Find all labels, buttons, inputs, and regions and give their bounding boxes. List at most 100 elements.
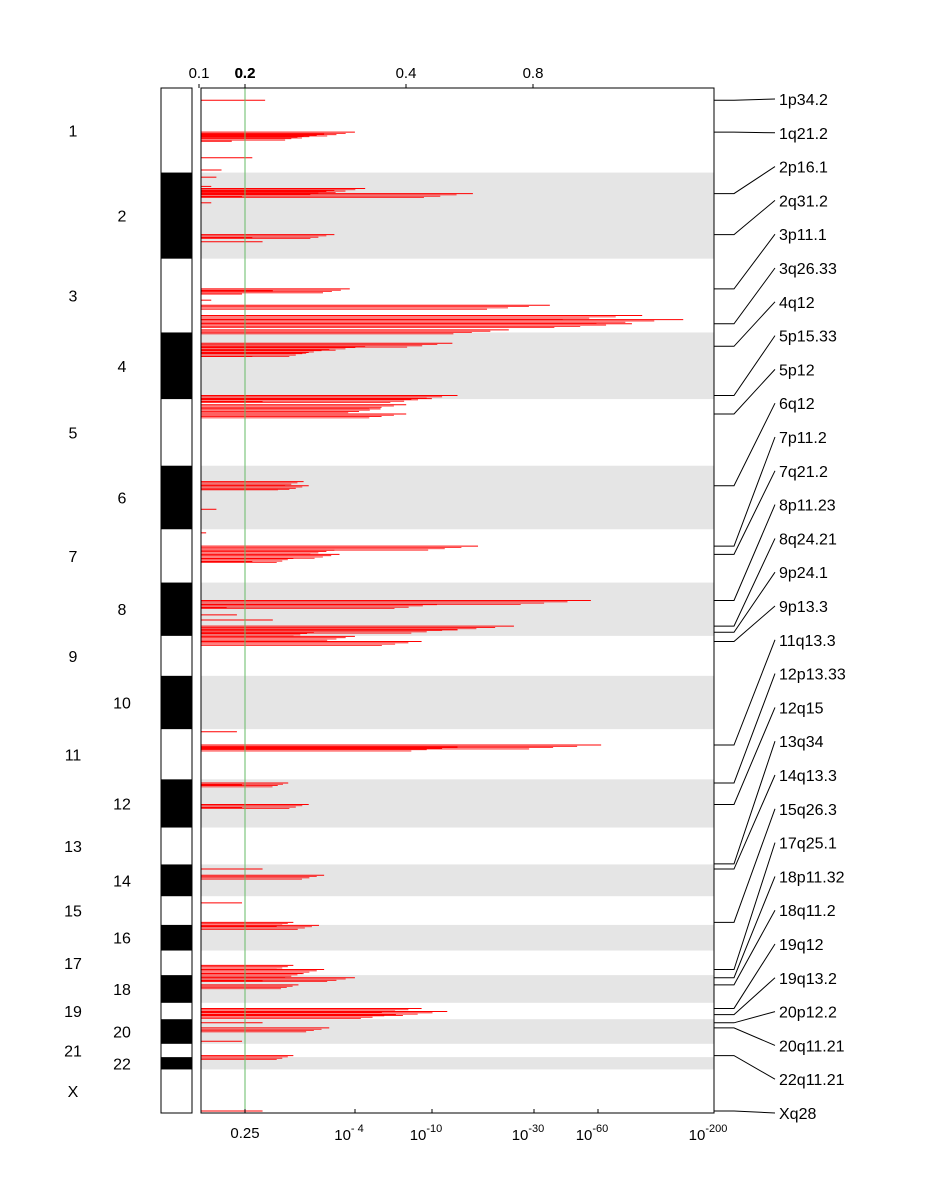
chromosome-label-9: 9 [69,649,78,666]
cytoband-label: 3p11.1 [779,227,827,244]
cytoband-label: 12q15 [779,700,824,717]
ideogram-block-chr-14 [161,864,192,897]
annotation-leader [714,436,776,547]
cytoband-label: 4q12 [779,295,815,312]
chromosome-label-1: 1 [69,123,78,140]
chromosome-label-11: 11 [65,747,82,764]
chromosome-label-21: 21 [64,1043,82,1060]
bottom-tick-label: 10-200 [689,1123,728,1144]
annotation-leader [714,842,776,970]
annotation-leader [714,1110,776,1114]
chromosome-label-X: X [68,1084,79,1101]
annotation-leader [714,876,776,979]
cytoband-label: 11q13.3 [779,633,836,650]
annotation-leader [714,200,776,236]
cytoband-label: 5p12 [779,362,815,379]
chromosome-label-18: 18 [113,982,131,999]
chromosome-label-2: 2 [118,209,127,226]
ideogram-block-chr-12 [161,779,192,828]
cytoband-label: 2q31.2 [779,193,828,210]
chromosome-ideogram [161,172,192,1070]
chromosome-label-19: 19 [64,1004,82,1021]
annotation-leader [714,808,776,923]
annotation-leader [714,1027,776,1046]
cytoband-label: 6q12 [779,396,815,413]
annotation-leader [714,504,776,601]
top-tick-label: 0.2 [235,65,256,82]
top-tick-label: 0.2 [235,65,256,82]
band-chr-22 [201,1057,714,1070]
cytoband-label: 1q21.2 [779,126,828,143]
band-chr-8 [201,582,714,636]
chromosome-label-12: 12 [113,796,131,813]
band-chr-16 [201,924,714,951]
band-chr-10 [201,675,714,730]
ideogram-block-chr-20 [161,1019,192,1044]
ideogram-frame [160,87,193,1114]
cytoband-label: 20q11.21 [779,1038,845,1055]
bottom-tick-label: 10-10 [410,1123,443,1144]
cytoband-label: 19q13.2 [779,971,837,988]
cytoband-label: 15q26.3 [779,802,837,819]
annotation-leader [714,977,776,1016]
annotation-leader [714,301,776,347]
annotation-leader [714,639,776,746]
top-tick-label: 0.8 [523,65,544,82]
ideogram-block-chr-18 [161,975,192,1003]
annotation-leader [714,335,776,396]
annotation-leader [714,774,776,870]
cytoband-label: 3q26.33 [779,261,837,278]
chromosome-label-22: 22 [113,1056,131,1073]
bottom-tick-label: 10- 4 [334,1123,364,1144]
cytoband-label: 5p15.33 [779,329,837,346]
bottom-tick-label: 0.25 [230,1125,259,1142]
annotation-leader [714,402,776,487]
bottom-axis: 0.25 10- 4 10-10 10-30 10-60 10-200 [230,1109,727,1144]
ideogram-block-chr-6 [161,465,192,530]
cytoband-label: 18q11.2 [779,903,836,920]
ideogram-block-chr-4 [161,332,192,400]
cytoband-label: Xq28 [779,1106,816,1123]
cytoband-label: 19q12 [779,937,824,954]
band-chr-12 [201,779,714,828]
cytoband-label: 8p11.23 [779,498,836,515]
cytoband-label: 9p24.1 [779,565,828,582]
chromosome-label-17: 17 [64,956,82,973]
annotation-leader [714,741,776,865]
band-chr-2 [201,172,714,259]
chromosome-label-3: 3 [69,289,78,306]
cytoband-label: 14q13.3 [779,768,837,785]
chromosome-label-15: 15 [64,904,82,921]
top-tick-label: 0.1 [189,65,210,82]
cytoband-label: 1p34.2 [779,92,828,109]
chromosome-bands [201,172,714,1070]
ideogram-block-chr-10 [161,675,192,730]
chromosome-label-10: 10 [113,695,131,712]
cytoband-annotations: 1p34.2 1q21.2 2p16.1 2q31.2 3p11.1 3q26.33 4q1… [714,92,846,1123]
chromosome-label-6: 6 [118,490,127,507]
annotation-leader [714,470,776,555]
top-axis: 0.1 0.20.2 0.4 0.8 [189,65,544,88]
top-tick-label: 0.4 [396,65,417,82]
bottom-tick-label: 10-60 [576,1123,609,1144]
band-chr-4 [201,332,714,400]
chromosome-label-5: 5 [69,425,78,442]
chromosome-label-20: 20 [113,1025,131,1042]
cytoband-label: 7q21.2 [779,464,828,481]
peak-segments [201,99,684,1112]
cytoband-label: 22q11.21 [779,1072,845,1089]
annotation-leader [714,131,776,134]
annotation-leader [714,909,776,986]
ideogram-block-chr-8 [161,582,192,636]
annotation-leader [714,707,776,805]
ideogram-block-chr-16 [161,924,192,951]
annotation-leader [714,571,776,633]
chromosome-label-4: 4 [118,359,127,376]
bottom-tick-label: 10-30 [512,1123,545,1144]
cytoband-label: 9p13.3 [779,599,828,616]
chromosome-label-14: 14 [113,873,131,890]
annotation-leader [714,98,776,101]
annotation-leader [714,166,776,195]
chromosome-label-7: 7 [69,549,78,566]
